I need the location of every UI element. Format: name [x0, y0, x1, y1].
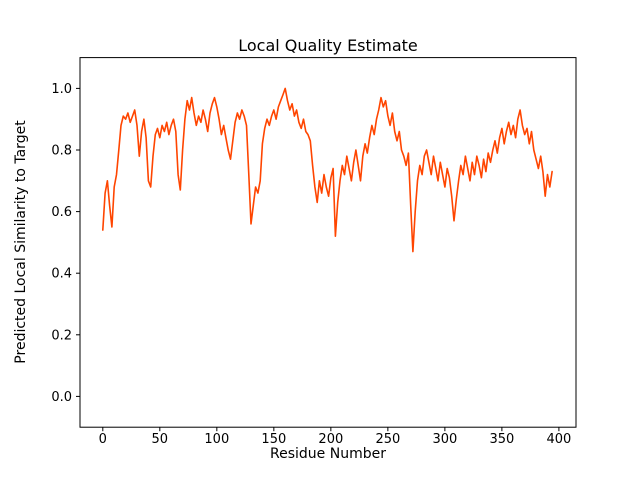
y-tick-label: 0.2	[51, 328, 72, 343]
y-axis-label: Predicted Local Similarity to Target	[13, 120, 29, 364]
x-tick-label: 100	[204, 432, 229, 447]
x-tick-label: 300	[432, 432, 457, 447]
axes-frame	[79, 57, 577, 428]
x-tick-label: 200	[318, 432, 343, 447]
x-axis-label: Residue Number	[270, 446, 386, 462]
x-tick-label: 250	[375, 432, 400, 447]
quality-line	[102, 87, 553, 253]
x-tick-label: 50	[152, 432, 169, 447]
x-tick-label: 400	[546, 432, 571, 447]
x-tick-label: 0	[99, 432, 107, 447]
y-tick-label: 0.6	[51, 205, 72, 220]
y-tick-label: 0.8	[51, 144, 72, 159]
y-tick-label: 0.0	[51, 390, 72, 405]
y-tick-label: 1.0	[51, 82, 72, 97]
x-tick-label: 150	[261, 432, 286, 447]
chart-title: Local Quality Estimate	[238, 36, 418, 55]
y-tick-label: 0.4	[51, 267, 72, 282]
x-tick-label: 350	[489, 432, 514, 447]
